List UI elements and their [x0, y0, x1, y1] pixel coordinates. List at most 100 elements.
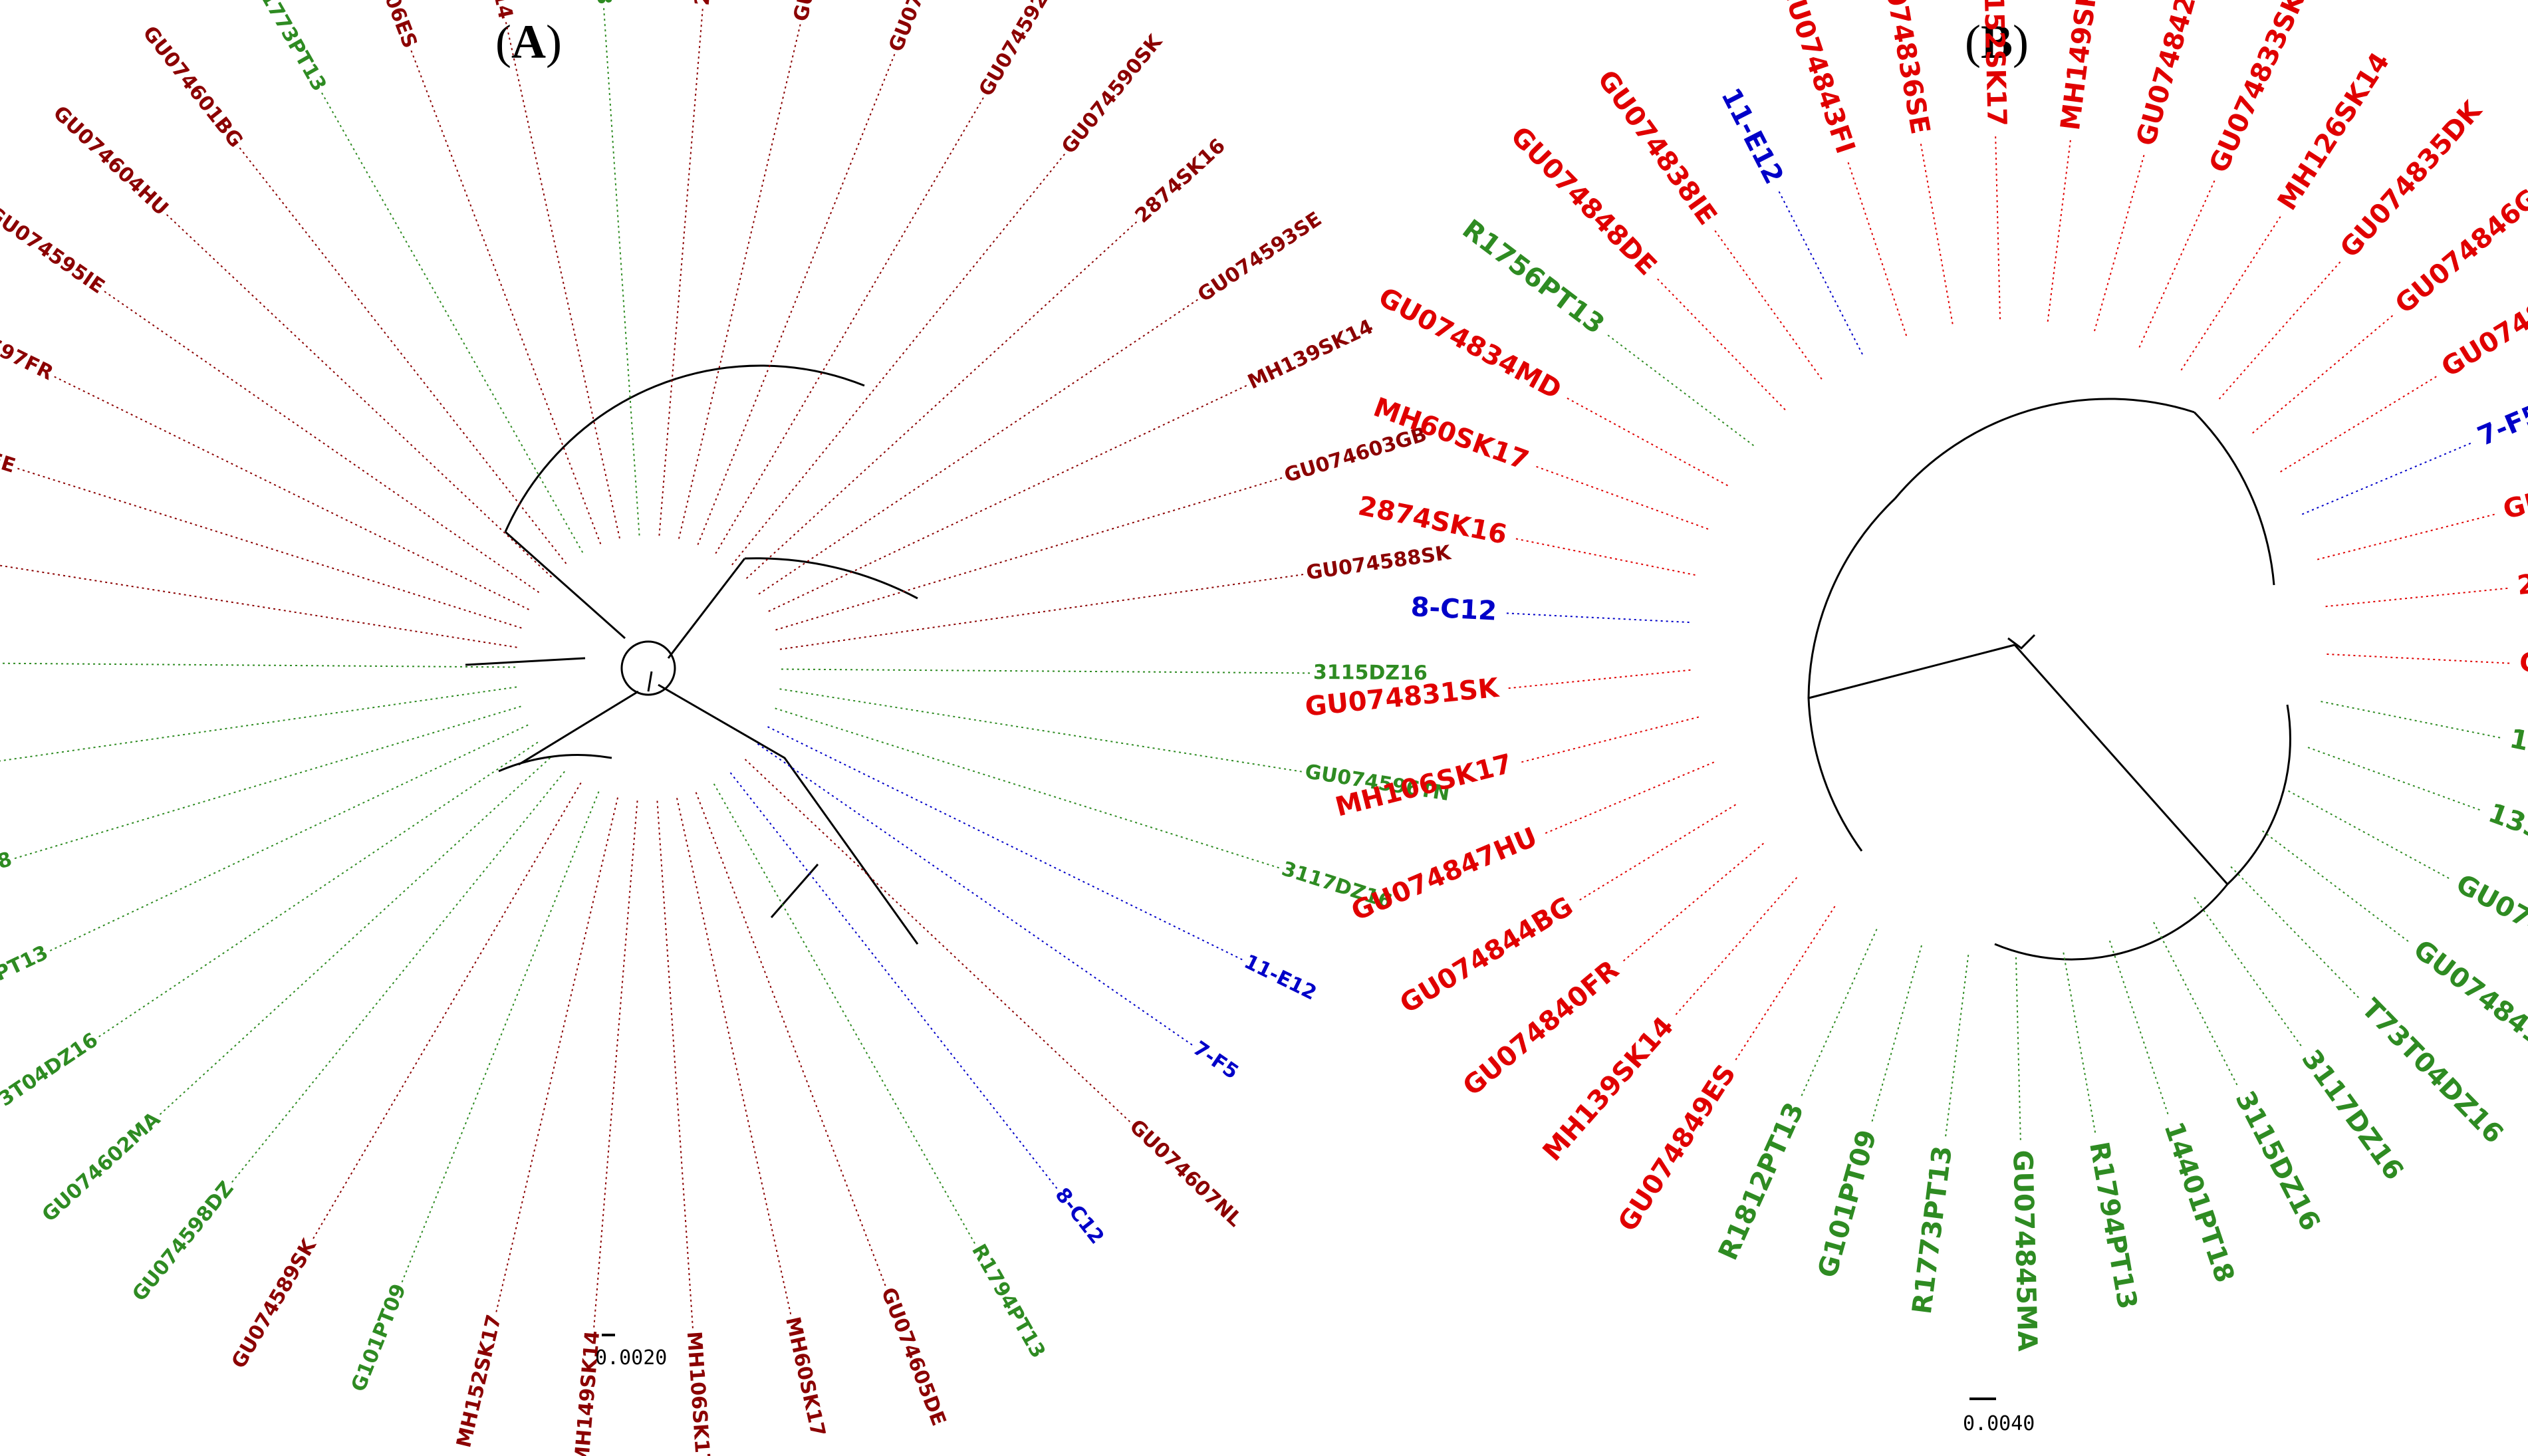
leaf-connector	[1870, 945, 1922, 1125]
leaf-label: 14401PT18	[0, 848, 15, 906]
leaf-connector	[779, 573, 1307, 650]
leaf-label: GU074599IR	[884, 0, 957, 55]
leaf-connector	[656, 800, 694, 1332]
leaf-connector	[311, 782, 582, 1242]
leaf-connector	[1920, 140, 1954, 324]
leaf-connector	[164, 211, 553, 578]
leaf-connector	[2262, 830, 2412, 944]
leaf-connector	[504, 19, 620, 539]
leaf-label: R1812PT13	[1713, 1098, 1811, 1265]
leaf-label: GU074834MD	[1374, 282, 1567, 406]
tree-a-branch	[658, 683, 919, 945]
leaf-connector	[1995, 133, 2001, 320]
leaf-connector	[744, 759, 1133, 1125]
scale-bar-a-label: 0.0020	[595, 1346, 668, 1370]
leaf-connector	[729, 772, 1060, 1192]
tree-a-branch	[744, 557, 918, 600]
leaf-label: 8-C12	[1051, 1183, 1108, 1249]
tree-a-branch	[518, 690, 639, 766]
leaf-label: 7-F5	[2473, 398, 2528, 452]
leaf-label: GU074847HU	[1347, 822, 1542, 927]
leaf-label: MH139SK14	[1537, 1011, 1680, 1167]
leaf-label: MH126SK14	[2272, 47, 2396, 216]
leaf-connector	[2218, 259, 2343, 400]
leaf-connector	[14, 467, 522, 629]
leaf-label: GU074604HU	[49, 102, 173, 221]
leaf-connector	[2325, 587, 2511, 608]
leaf-connector	[1503, 612, 1690, 624]
leaf-connector	[1673, 877, 1798, 1018]
tree-a-branch	[498, 754, 612, 773]
leaf-connector	[51, 374, 529, 610]
leaf-connector	[1799, 929, 1878, 1100]
leaf-label: R1773PT13	[248, 0, 331, 95]
tree-b-branch	[1994, 884, 2229, 961]
tree-b-branch	[1808, 644, 2015, 699]
leaf-label: T73T04DZ16	[0, 1029, 102, 1127]
leaf-connector	[658, 5, 704, 536]
leaf-connector	[0, 686, 517, 762]
leaf-connector	[96, 741, 539, 1039]
leaf-label: 3115DZ16	[1313, 661, 1428, 685]
tree-b-branch	[1807, 497, 1896, 699]
leaf-connector	[1533, 465, 1709, 530]
leaf-connector	[592, 800, 638, 1331]
leaf-label: R1756PT13	[0, 941, 52, 1016]
leaf-connector	[1576, 804, 1736, 903]
leaf-label: R1794PT13	[967, 1241, 1050, 1362]
leaf-label: GU074592DK	[975, 0, 1071, 100]
leaf-connector	[1846, 159, 1908, 336]
leaf-connector	[2230, 866, 2362, 1001]
leaf-label: 13310PT18	[2484, 798, 2528, 884]
leaf-connector	[768, 383, 1250, 612]
leaf-connector	[2047, 136, 2072, 322]
tree-a-branch	[504, 364, 865, 533]
leaf-label: GU074850NL	[2500, 448, 2528, 525]
leaf-connector	[775, 707, 1283, 870]
leaf-connector	[1733, 906, 1836, 1063]
leaf-connector	[2301, 441, 2474, 515]
leaf-connector	[697, 51, 897, 545]
tree-b-branch	[2013, 644, 2229, 885]
tree-a-root-arc	[620, 640, 676, 696]
leaf-label: GU074845MA	[2007, 1150, 2043, 1352]
scale-bar-b-label: 0.0040	[1963, 1412, 2035, 1435]
tree-b-root	[2007, 634, 2036, 650]
leaf-label: 11-E12	[1715, 83, 1789, 189]
leaf-label: 7-F5	[1189, 1036, 1243, 1084]
leaf-connector	[2153, 921, 2239, 1088]
leaf-connector	[2327, 653, 2513, 664]
leaf-label: R1756PT13	[1457, 214, 1610, 340]
leaf-label: R1794PT13	[2083, 1140, 2142, 1312]
leaf-connector	[1712, 227, 1823, 380]
tree-b-branch	[2226, 704, 2291, 886]
leaf-label: GU074594EE	[0, 412, 18, 477]
leaf-connector	[715, 94, 986, 554]
leaf-connector	[1944, 955, 1969, 1140]
leaf-label: 8-C12	[1410, 592, 1498, 626]
leaf-connector	[495, 797, 619, 1316]
leaf-label: GU074602MA	[38, 1107, 166, 1227]
leaf-label: MH106SK17	[1332, 749, 1515, 823]
leaf-connector	[2307, 747, 2483, 812]
leaf-connector	[2015, 957, 2021, 1144]
leaf-connector	[0, 662, 516, 668]
leaf-connector	[602, 5, 640, 536]
leaf-label: MH106SK17	[682, 1330, 715, 1456]
leaf-connector	[2288, 790, 2452, 881]
leaf-label: GU074606ES	[348, 0, 422, 51]
leaf-label: MH152SK17	[1977, 0, 2012, 127]
panel-b-title: (B)	[1965, 15, 2029, 68]
leaf-connector	[767, 726, 1246, 962]
leaf-label: GU074833SK	[2204, 0, 2312, 178]
leaf-connector	[678, 21, 802, 539]
leaf-connector	[1604, 332, 1754, 446]
leaf-label: GU074843FI	[1773, 0, 1860, 158]
leaf-connector	[2108, 940, 2170, 1118]
leaf-label: GU074595IE	[0, 201, 109, 299]
leaf-connector	[1518, 716, 1700, 764]
leaf-label: GU074600FI	[789, 0, 843, 24]
leaf-label: 13360PT18	[2507, 723, 2528, 787]
leaf-connector	[731, 151, 1068, 566]
